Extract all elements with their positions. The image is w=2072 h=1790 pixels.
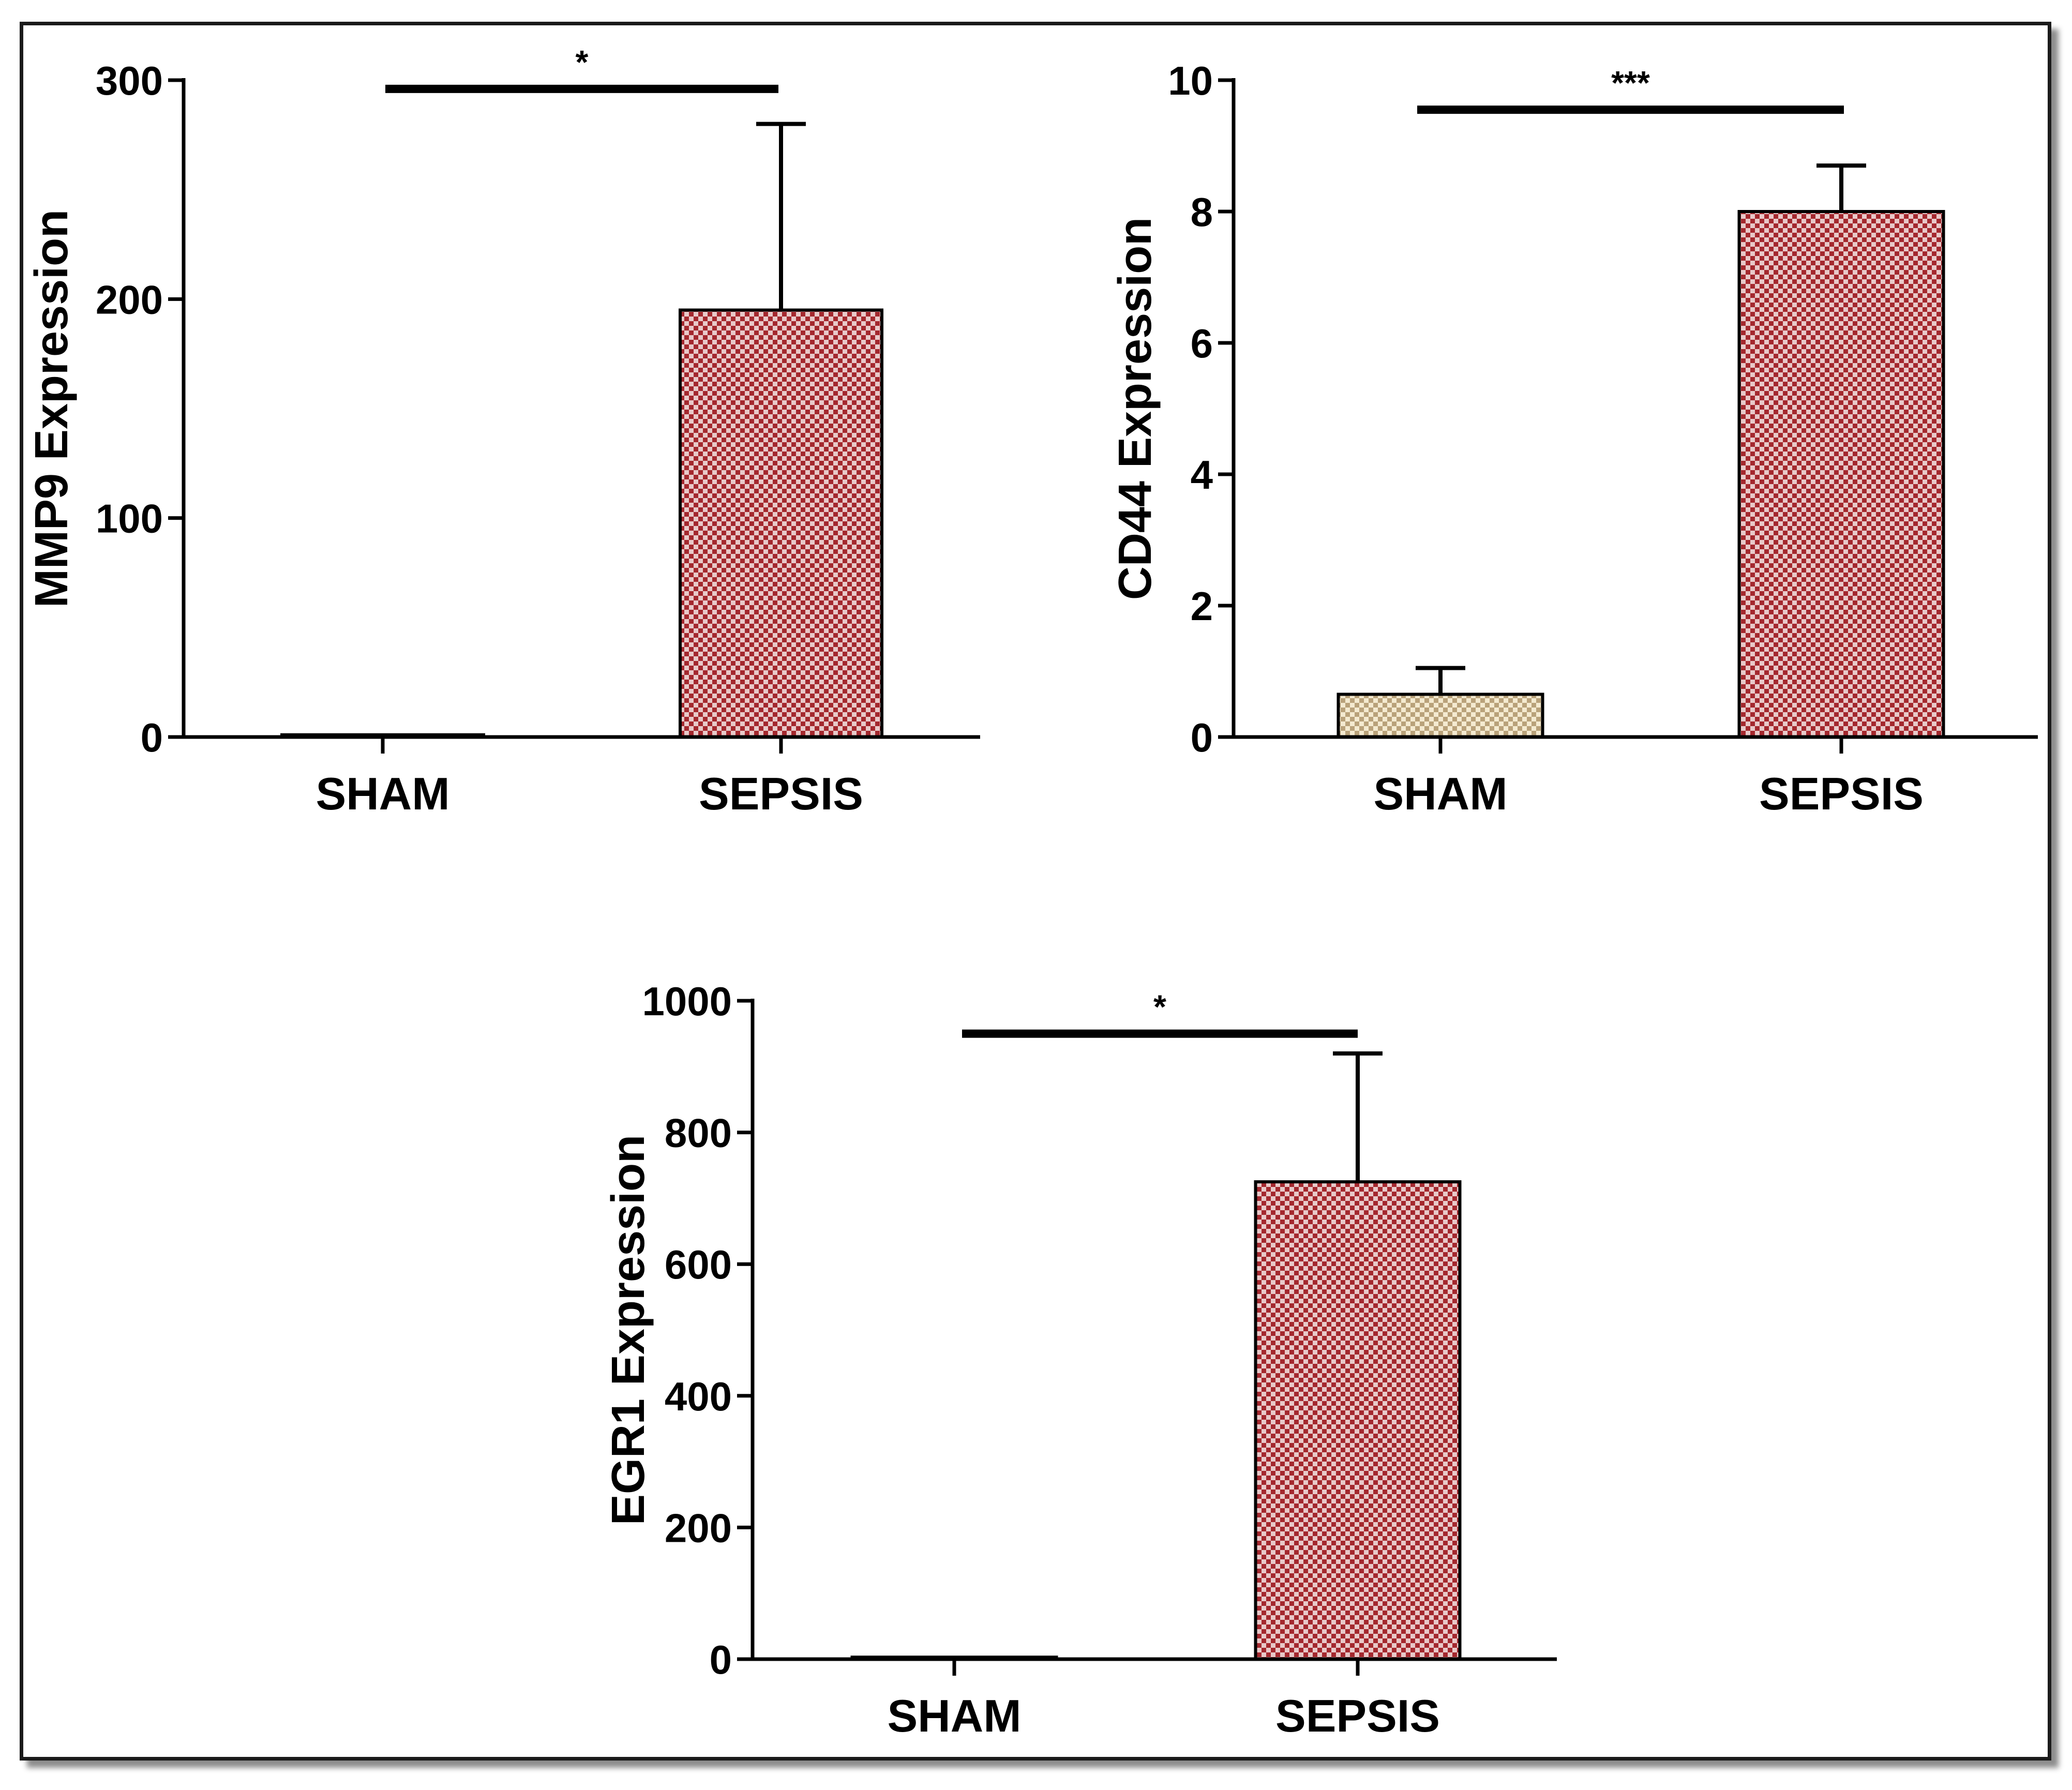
mmp9-bar-sepsis <box>679 308 883 739</box>
cd44-y-tick-label: 0 <box>1191 715 1213 760</box>
figure-frame <box>20 22 2051 1761</box>
cd44-y-tick-label: 2 <box>1191 583 1213 629</box>
egr1-y-tick-label: 800 <box>665 1110 732 1156</box>
egr1-y-tick-label: 400 <box>665 1374 732 1419</box>
cd44-y-tick-label: 6 <box>1191 321 1213 366</box>
egr1-y-tick-label: 0 <box>710 1637 732 1682</box>
mmp9-x-tick-label: SHAM <box>316 768 449 819</box>
mmp9-chart: 0 100 200 300 SHAM SEPSIS MMP9 Expression * <box>26 43 980 819</box>
cd44-bar-sham <box>1337 693 1544 739</box>
cd44-y-tick-label: 4 <box>1191 452 1213 498</box>
cd44-y-axis-title: CD44 Expression <box>1109 217 1161 600</box>
egr1-x-tick-label: SHAM <box>887 1690 1021 1741</box>
mmp9-significance-label: * <box>576 43 589 81</box>
mmp9-y-tick-label: 0 <box>141 715 163 760</box>
cd44-chart: 0 2 4 6 8 10 SHAM SEPSIS CD44 Expression *** <box>1109 58 2038 819</box>
egr1-chart: 0 200 400 600 800 1000 SHAM SEPSIS EGR1 Expressi… <box>603 979 1557 1741</box>
egr1-y-tick-label: 1000 <box>642 979 732 1024</box>
cd44-x-tick-label: SHAM <box>1373 768 1507 819</box>
mmp9-y-tick-label: 100 <box>96 496 163 541</box>
cd44-y-tick-label: 8 <box>1191 189 1213 235</box>
egr1-y-tick-label: 600 <box>665 1242 732 1287</box>
cd44-y-tick-label: 10 <box>1168 58 1213 103</box>
egr1-y-axis-title: EGR1 Expression <box>603 1135 654 1525</box>
egr1-significance-label: * <box>1153 988 1166 1026</box>
mmp9-y-tick-label: 300 <box>96 58 163 103</box>
cd44-bar-sepsis <box>1737 210 1945 739</box>
mmp9-y-tick-label: 200 <box>96 277 163 322</box>
cd44-significance-label: *** <box>1611 64 1650 101</box>
egr1-y-tick-label: 200 <box>665 1505 732 1551</box>
egr1-x-tick-label: SEPSIS <box>1275 1690 1440 1741</box>
mmp9-y-axis-title: MMP9 Expression <box>26 209 78 608</box>
cd44-x-tick-label: SEPSIS <box>1759 768 1924 819</box>
egr1-bar-sepsis <box>1254 1180 1462 1661</box>
mmp9-x-tick-label: SEPSIS <box>699 768 863 819</box>
